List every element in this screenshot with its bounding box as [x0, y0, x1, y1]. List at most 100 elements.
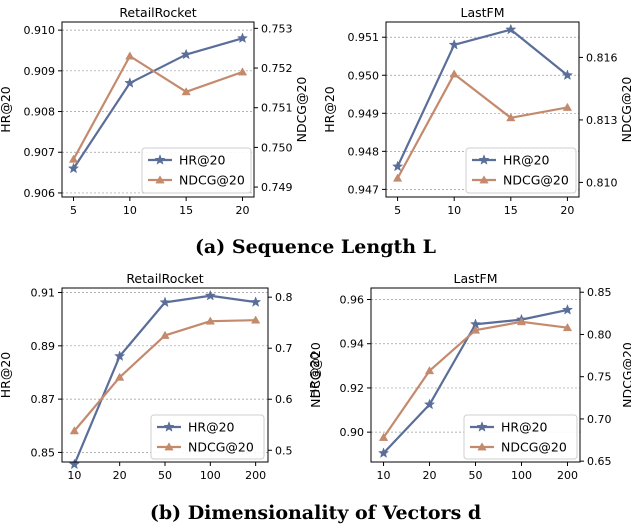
x-tick-label: 10: [123, 204, 137, 217]
x-tick-label: 5: [70, 204, 77, 217]
x-tick-label: 50: [469, 469, 483, 482]
data-point-ndcg: [160, 330, 170, 339]
y2-tick-label: 0.6: [275, 393, 293, 406]
legend-label: NDCG@20: [188, 440, 254, 455]
data-point-ndcg: [562, 322, 573, 332]
data-point-hr: [124, 77, 136, 88]
y-tick-label: 0.94: [340, 338, 365, 351]
x-tick-label: 20: [423, 469, 437, 482]
plot-frame: [61, 21, 255, 198]
y-tick-label: 0.949: [348, 107, 380, 120]
y2-tick-label: 0.816: [586, 51, 618, 64]
data-point-ndcg: [424, 366, 435, 375]
data-point-hr: [67, 162, 80, 174]
x-tick-label: 10: [447, 204, 461, 217]
chart-panel-2: LastFM 0.947 0.948 0.949 0.950 0.951 0.810 0.81…: [322, 5, 631, 217]
data-point-hr: [561, 303, 574, 315]
data-point-hr: [159, 296, 171, 308]
plot-frame: [385, 21, 580, 198]
chart-panel-1: RetailRocket 0.906 0.907 0.908 0.909 0.910 0.7…: [0, 5, 309, 217]
y-tick-label: 0.909: [24, 65, 56, 78]
data-point-ndcg: [516, 317, 527, 326]
y-tick-label: 0.910: [24, 24, 56, 37]
x-tick-label: 10: [377, 469, 391, 482]
y2-axis-label: NDCG@20: [620, 342, 631, 408]
y-tick-label: 0.90: [340, 426, 365, 439]
data-point-ndcg: [125, 51, 135, 60]
legend-label: NDCG@20: [503, 173, 569, 188]
y2-tick-label: 0.7: [275, 342, 293, 355]
data-point-hr: [423, 398, 436, 410]
y2-tick-label: 0.85: [587, 286, 612, 299]
y-tick-label: 0.87: [31, 393, 56, 406]
y2-tick-label: 0.65: [587, 455, 612, 468]
y-axis-label: HR@20: [322, 86, 337, 133]
data-point-ndcg: [392, 173, 403, 182]
legend-marker: [478, 154, 490, 165]
caption-sequence-length: (a) Sequence Length L: [194, 236, 437, 258]
y-tick-label: 0.92: [340, 382, 365, 395]
series-line-ndcg: [396, 72, 568, 179]
y2-tick-label: 0.751: [261, 102, 293, 115]
x-tick-label: 50: [158, 469, 172, 482]
series-line-hr: [396, 28, 569, 168]
legend-marker: [163, 421, 175, 432]
y2-tick-label: 0.8: [275, 291, 293, 304]
legend: HR@20 NDCG@20: [141, 147, 252, 194]
legend-marker: [476, 421, 488, 432]
legend-label: NDCG@20: [501, 440, 567, 455]
y-tick-label: 0.906: [24, 187, 56, 200]
x-tick-label: 100: [511, 469, 532, 482]
data-point-hr: [448, 38, 460, 50]
data-point-hr: [204, 289, 216, 301]
y2-tick-label: 0.813: [586, 114, 618, 127]
data-point-hr: [236, 32, 249, 44]
y-tick-label: 0.85: [31, 446, 56, 459]
data-point-hr: [114, 350, 126, 361]
y2-tick-label: 0.75: [587, 371, 612, 384]
y2-axis-label: NDCG@20: [619, 77, 631, 143]
x-tick-label: 20: [235, 204, 249, 217]
data-point-hr: [505, 23, 517, 35]
x-tick-label: 200: [245, 469, 266, 482]
legend: HR@20 NDCG@20: [463, 414, 578, 460]
y-tick-label: 0.908: [24, 106, 56, 119]
data-point-hr: [391, 160, 404, 172]
data-point-ndcg: [506, 113, 516, 122]
y2-tick-label: 0.749: [261, 181, 293, 194]
x-tick-label: 15: [179, 204, 193, 217]
y-tick-label: 0.907: [24, 146, 56, 159]
y2-tick-label: 0.70: [587, 413, 612, 426]
x-tick-label: 10: [67, 469, 81, 482]
x-tick-label: 200: [557, 469, 578, 482]
data-point-ndcg: [68, 154, 79, 163]
legend-marker: [164, 442, 174, 451]
x-tick-label: 20: [113, 469, 127, 482]
y-axis-label: HR@20: [307, 352, 322, 399]
y-axis-label: HR@20: [0, 86, 13, 133]
y-tick-label: 0.89: [31, 340, 56, 353]
x-tick-label: 5: [394, 204, 401, 217]
y2-axis-label: NDCG@20: [294, 77, 309, 143]
y2-tick-label: 0.752: [261, 62, 293, 75]
y-tick-label: 0.948: [348, 145, 380, 158]
y2-tick-label: 0.750: [261, 141, 293, 154]
y-tick-label: 0.91: [31, 287, 56, 300]
y-tick-label: 0.947: [348, 183, 380, 196]
legend-label: HR@20: [501, 420, 548, 435]
x-tick-label: 20: [560, 204, 574, 217]
series-line-ndcg: [72, 55, 243, 160]
chart-panel-4: LastFM 0.90 0.92 0.94 0.96 0.65 0.70 0.75 0.80 0.…: [307, 271, 631, 482]
y-tick-label: 0.950: [348, 69, 380, 82]
y2-tick-label: 0.753: [261, 22, 293, 35]
data-point-ndcg: [205, 316, 215, 325]
data-point-hr: [561, 69, 574, 81]
plot-frame: [370, 287, 581, 463]
data-point-ndcg: [251, 315, 261, 324]
legend-label: NDCG@20: [179, 173, 245, 188]
data-point-ndcg: [181, 87, 191, 96]
legend-label: HR@20: [188, 420, 235, 435]
data-point-ndcg: [69, 426, 79, 435]
y2-tick-label: 0.5: [275, 444, 293, 457]
